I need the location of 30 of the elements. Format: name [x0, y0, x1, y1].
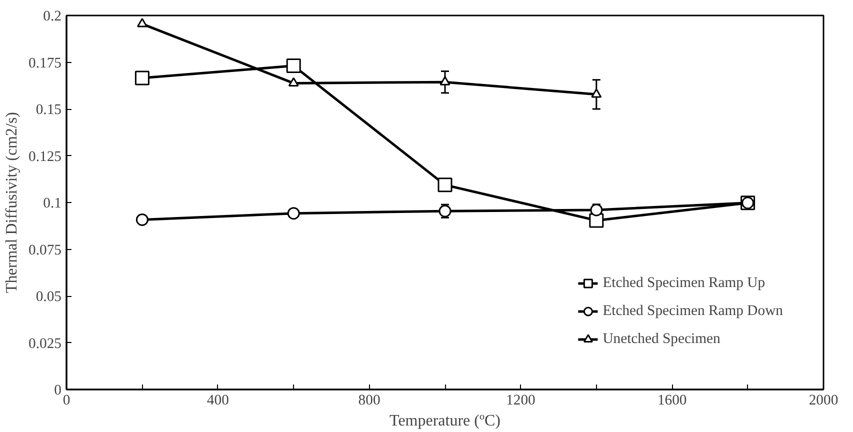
y-tick-label: 0.2 [43, 8, 62, 24]
y-tick-label: 0.025 [28, 336, 62, 352]
point [287, 207, 300, 220]
point [591, 88, 602, 98]
x-tick-label: 400 [206, 392, 229, 408]
legend-label: Etched Specimen Ramp Up [602, 274, 766, 292]
y-tick-label: 0.125 [28, 148, 62, 165]
point [134, 70, 150, 86]
y-tick-label: 0.1 [43, 196, 62, 212]
point [288, 77, 299, 87]
y-tick-label: 0.075 [28, 242, 62, 258]
x-tick-label: 1600 [657, 392, 687, 408]
point [590, 204, 603, 216]
point [286, 58, 301, 74]
point [440, 76, 450, 86]
y-tick-label: 0.05 [36, 289, 62, 305]
x-tick-label: 800 [358, 392, 380, 408]
legend-label: Unetched Specimen [602, 330, 720, 348]
y-tick-label: 0.175 [28, 55, 62, 72]
point [438, 178, 452, 192]
legend-label: Etched Specimen Ramp Down [602, 302, 783, 320]
point [136, 18, 148, 28]
x-tick-label: 1200 [506, 392, 536, 408]
x-axis-title: Temperature (ºC) [390, 412, 500, 430]
y-axis-title: Thermal Diffusivity (cm2/s) [4, 112, 21, 293]
point [589, 213, 604, 228]
point [136, 213, 148, 226]
y-tick-label: 0.15 [36, 102, 62, 118]
x-tick-label: 2000 [808, 392, 838, 408]
y-tick-label: 0 [54, 382, 62, 398]
